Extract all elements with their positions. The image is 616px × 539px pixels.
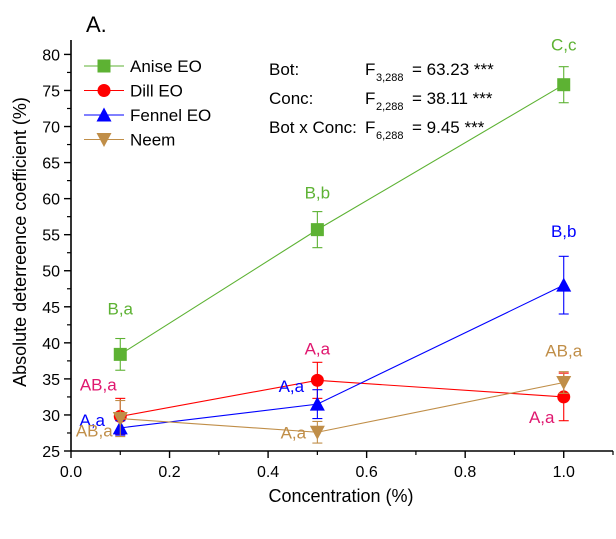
series-line xyxy=(120,381,564,433)
y-tick-label: 35 xyxy=(42,372,60,389)
data-label: B,b xyxy=(305,184,331,203)
legend-item: Fennel EO xyxy=(84,106,211,125)
y-tick-label: 65 xyxy=(42,156,60,173)
legend-label: Anise EO xyxy=(130,57,202,76)
series-line xyxy=(120,284,564,429)
series-neem: AB,a A,aAB,a xyxy=(76,342,583,444)
plot-area: B,aB,bC,cAB,aA,aA,aA,aA,aB,bAB,a A,aAB,a xyxy=(76,36,583,444)
data-point xyxy=(557,78,571,92)
data-label: AB,a xyxy=(76,422,113,441)
y-axis-label: Absolute deterreence coefficient (%) xyxy=(10,97,30,387)
y-tick-label: 40 xyxy=(42,336,60,353)
data-point xyxy=(556,277,572,292)
stat-label: Bot x Conc: xyxy=(269,118,357,137)
data-point xyxy=(113,347,127,361)
stat-row: Bot x Conc: F 6,288 = 9.45 *** xyxy=(269,118,485,142)
data-point xyxy=(112,412,128,427)
stat-row: Conc: F 2,288 = 38.11 *** xyxy=(269,89,493,113)
stat-f: F xyxy=(365,89,375,108)
legend: Anise EO Dill EO Fennel EO Neem xyxy=(84,57,211,150)
stat-label: Conc: xyxy=(269,89,313,108)
series-line xyxy=(120,379,564,417)
stat-value: = 38.11 *** xyxy=(412,89,493,108)
legend-item: Dill EO xyxy=(84,82,183,101)
stat-df: 3,288 xyxy=(376,72,404,84)
legend-label: Fennel EO xyxy=(130,106,211,125)
statistics-box: Bot: F 3,288 = 63.23 ***Conc: F 2,288 = 38.11 … xyxy=(269,60,494,142)
series-fennel-eo: A,aA,aB,b xyxy=(80,222,577,436)
stat-f: F xyxy=(365,118,375,137)
series-anise-eo: B,a B,b C,c xyxy=(108,36,577,371)
data-label: A,a xyxy=(80,411,106,430)
data-label: A,a xyxy=(281,423,307,442)
x-tick-label: 1.0 xyxy=(553,464,575,481)
legend-item: Anise EO xyxy=(84,57,202,76)
data-label: B,b xyxy=(551,222,577,241)
x-tick-label: 0.6 xyxy=(356,464,378,481)
stat-label: Bot: xyxy=(269,60,299,79)
y-tick-label: 50 xyxy=(42,264,60,281)
stat-row: Bot: F 3,288 = 63.23 *** xyxy=(269,60,494,84)
y-tick-label: 45 xyxy=(42,300,60,317)
series-dill-eo: AB,aA,aA,a xyxy=(80,339,571,435)
data-label: A,a xyxy=(305,339,331,358)
stat-f: F xyxy=(365,60,375,79)
y-tick-label: 70 xyxy=(42,120,60,137)
legend-label: Dill EO xyxy=(130,82,183,101)
x-tick-label: 0.0 xyxy=(60,464,82,481)
data-label: AB,a xyxy=(80,375,117,394)
y-tick-label: 30 xyxy=(42,408,60,425)
data-label: C,c xyxy=(551,36,577,55)
legend-marker xyxy=(97,59,111,73)
y-tick-label: 25 xyxy=(42,444,60,461)
stat-df: 2,288 xyxy=(376,101,404,113)
x-tick-label: 0.4 xyxy=(257,464,279,481)
stat-value: = 9.45 *** xyxy=(412,118,485,137)
stat-df: 6,288 xyxy=(376,130,404,142)
y-tick-label: 75 xyxy=(42,83,60,100)
legend-label: Neem xyxy=(130,131,175,150)
legend-marker xyxy=(97,84,111,97)
data-label: A,a xyxy=(279,377,305,396)
data-label: A,a xyxy=(529,408,555,427)
x-tick-label: 0.2 xyxy=(158,464,180,481)
legend-marker xyxy=(96,133,112,147)
legend-marker xyxy=(96,107,112,122)
panel-label: A. xyxy=(86,12,107,37)
y-tick-label: 55 xyxy=(42,228,60,245)
data-point xyxy=(556,376,572,390)
data-point xyxy=(309,425,325,440)
y-tick-label: 60 xyxy=(42,192,60,209)
data-point xyxy=(310,223,324,237)
y-tick-label: 80 xyxy=(42,47,60,64)
stat-value: = 63.23 *** xyxy=(412,60,494,79)
x-tick-label: 0.8 xyxy=(454,464,476,481)
data-point xyxy=(309,396,325,411)
data-label: B,a xyxy=(108,299,134,318)
data-label: AB,a xyxy=(545,342,582,361)
axes: 25 30 35 40 45 50 55 60 65 70 75 80 0.0 0.2 0.4 0.6 0.8 1… xyxy=(42,40,614,481)
data-point xyxy=(310,373,324,387)
legend-item: Neem xyxy=(84,131,175,150)
x-axis-label: Concentration (%) xyxy=(268,486,413,506)
